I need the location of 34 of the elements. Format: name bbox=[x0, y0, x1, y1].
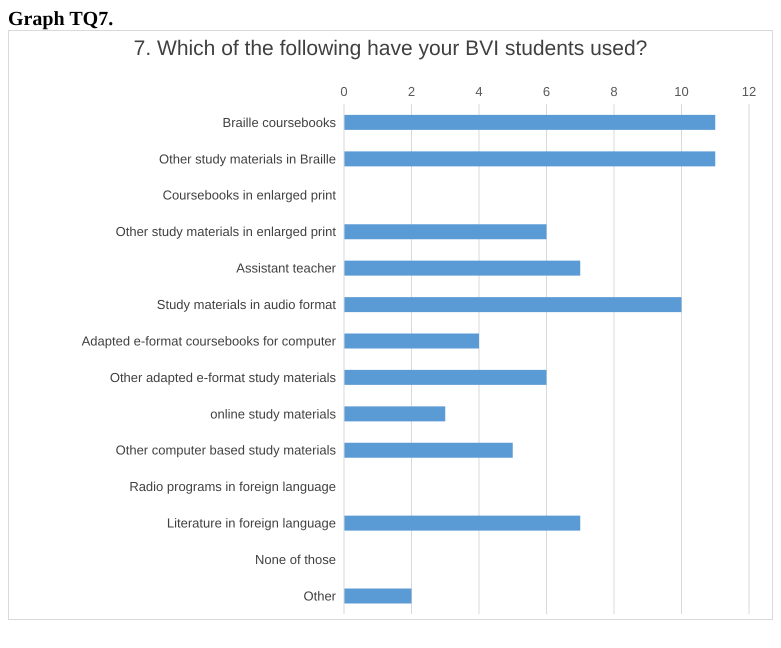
x-tick-label: 6 bbox=[542, 84, 550, 99]
bar bbox=[344, 406, 446, 422]
y-tick-label: Literature in foreign language bbox=[166, 516, 336, 531]
bar bbox=[344, 588, 412, 604]
text: Graph TQ7. bbox=[8, 8, 114, 30]
x-tick-label: 2 bbox=[408, 84, 416, 99]
bar bbox=[344, 297, 682, 312]
bar bbox=[344, 442, 513, 458]
y-tick-label: Coursebooks in enlarged print bbox=[162, 188, 336, 203]
y-tick-label: None of those bbox=[255, 552, 336, 567]
x-tick-label: 8 bbox=[610, 84, 618, 99]
x-tick-label: 4 bbox=[475, 84, 483, 99]
x-tick-label: 0 bbox=[340, 84, 348, 99]
y-tick-label: online study materials bbox=[210, 406, 336, 422]
y-tick-label: Adapted e-format coursebooks for computer bbox=[82, 333, 337, 348]
y-tick-label: Other computer based study materials bbox=[116, 442, 336, 458]
y-tick-label: Other bbox=[303, 588, 337, 604]
bar bbox=[344, 114, 716, 130]
chart-title: 7. Which of the following have your BVI students used? bbox=[132, 37, 648, 61]
y-tick-label: Braille coursebooks bbox=[222, 114, 336, 130]
y-tick-label: Radio programs in foreign language bbox=[129, 479, 336, 494]
bar bbox=[344, 370, 546, 385]
bar bbox=[344, 224, 546, 240]
y-tick-label: Study materials in audio format bbox=[156, 296, 336, 312]
y-tick-label: Other study materials in Braille bbox=[158, 151, 336, 166]
y-tick-label: Assistant teacher bbox=[236, 260, 337, 276]
bar bbox=[344, 516, 580, 531]
x-tick-label: 12 bbox=[742, 84, 756, 99]
y-tick-label: Other study materials in enlarged print bbox=[116, 224, 336, 240]
bar bbox=[344, 260, 580, 276]
y-tick-label: Other adapted e-format study materials bbox=[110, 370, 336, 385]
bar bbox=[344, 151, 716, 166]
bar bbox=[344, 334, 479, 348]
x-tick-label: 10 bbox=[674, 84, 689, 99]
